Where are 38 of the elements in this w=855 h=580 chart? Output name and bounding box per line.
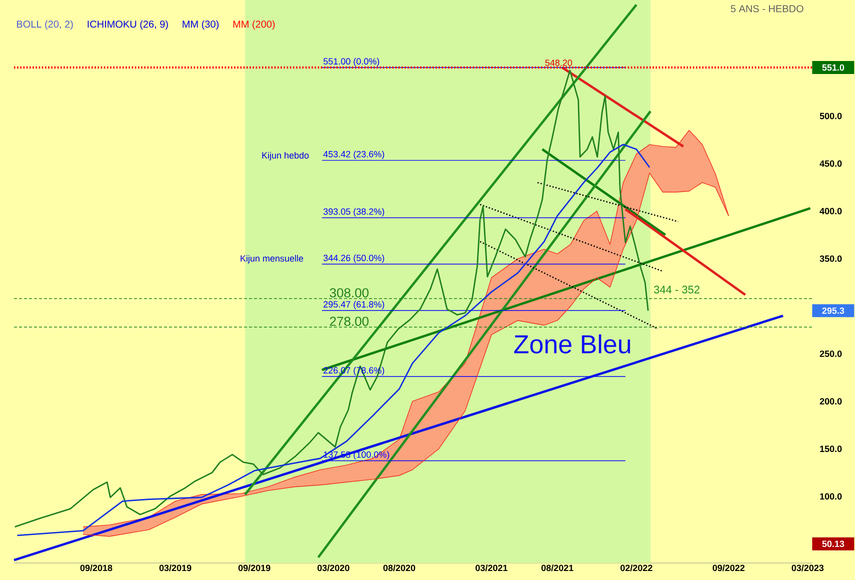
series-label: 344.26 (50.0%) (324, 254, 384, 263)
x-tick-label: 09/2022 (712, 564, 745, 572)
series-label: 295.47 (61.8%) (324, 300, 384, 310)
ref-line-label: 278.00 (330, 316, 369, 326)
x-tick-label: 02/2022 (620, 564, 652, 572)
annotation: 344 - 352 (654, 286, 700, 294)
annotation: BOLL (20, 2) (17, 20, 73, 30)
x-tick-label: 08/2020 (383, 564, 416, 572)
annotation: Kijun mensuelle (240, 255, 304, 264)
annotation: MM (200) (233, 20, 275, 30)
y-tick-label: 100.0 (820, 493, 842, 500)
x-tick-label: 09/2019 (238, 564, 270, 572)
chart-subtitle: 5 ANS - HEBDO (730, 5, 804, 12)
series-label: 453.42 (23.6%) (323, 150, 384, 160)
annotation: 295.3 (822, 307, 844, 314)
annotation: 551.0 (822, 64, 844, 71)
y-tick-label: 400.0 (820, 208, 842, 214)
annotation: 50.13 (822, 540, 844, 548)
annotation: ICHIMOKU (26, 9) (88, 20, 168, 30)
y-tick-label: 350.0 (820, 255, 842, 262)
annotation: Zone Bleu (514, 334, 630, 354)
x-tick-label: 03/2020 (317, 564, 350, 572)
x-tick-label: 03/2023 (792, 564, 824, 572)
x-tick-label: 03/2019 (159, 564, 192, 572)
y-tick-label: 150.0 (820, 446, 842, 452)
series-label: 551.00 (0.0%) (324, 58, 380, 66)
y-tick-label: 500.0 (820, 112, 842, 120)
annotation: MM (30) (182, 20, 219, 30)
x-tick-label: 08/2021 (541, 564, 574, 572)
y-tick-label: 450.0 (820, 160, 842, 167)
annotation: Kijun hebdo (262, 152, 309, 160)
x-tick-label: 09/2018 (80, 564, 112, 572)
ref-line-label: 308.00 (330, 288, 369, 298)
y-tick-label: 250.0 (820, 350, 842, 357)
y-tick-label: 200.0 (820, 398, 842, 405)
x-tick-label: 03/2021 (476, 564, 508, 572)
annotation: 548.20 (545, 60, 572, 66)
series-label: 393.05 (38.2%) (324, 208, 384, 217)
